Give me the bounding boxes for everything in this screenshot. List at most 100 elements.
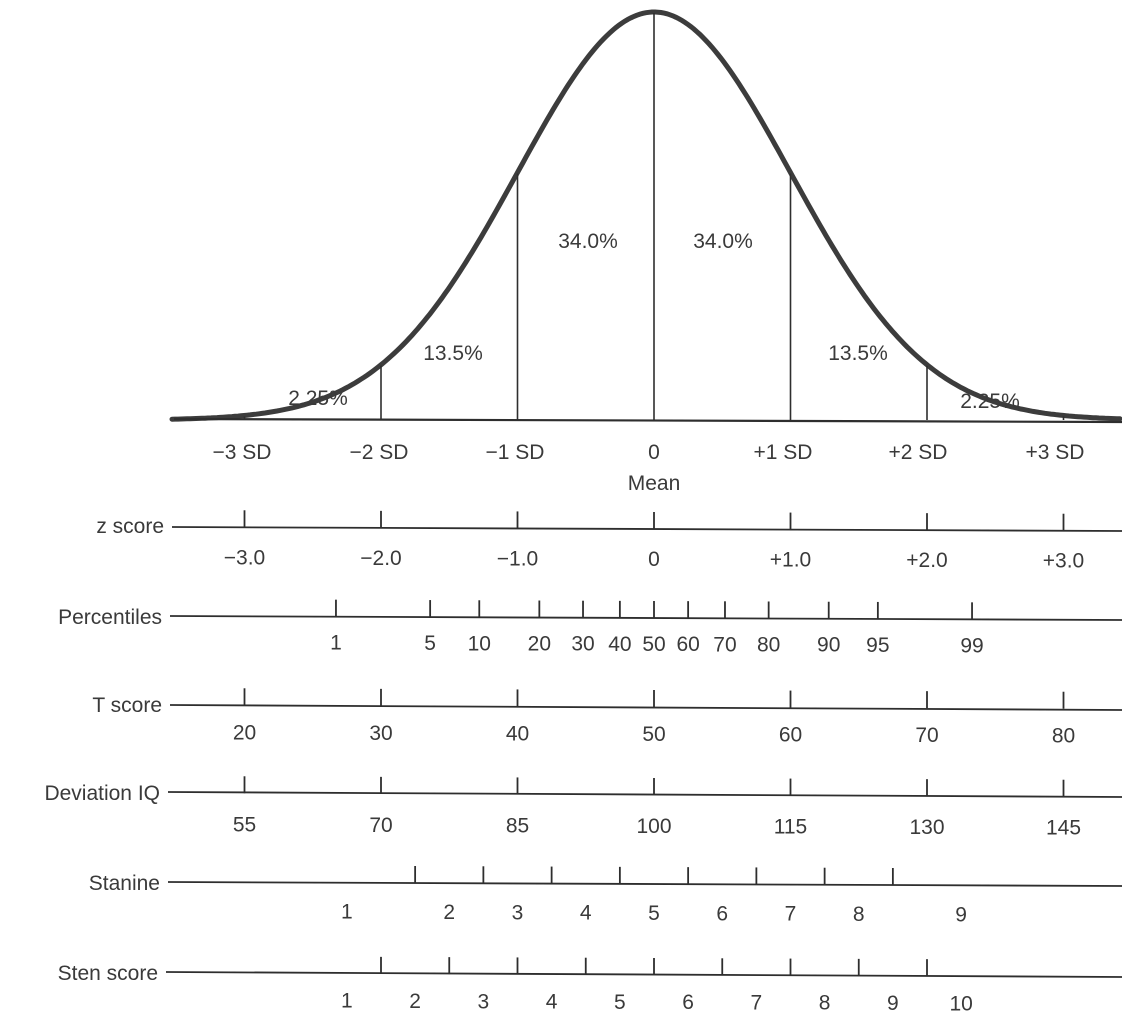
scale-stanine: Stanine 1 2 3 4 5 6 7 8 9 (89, 865, 1122, 927)
scale-tick-label: +1.0 (770, 549, 811, 572)
scale-ticks-sten-score (380, 956, 928, 977)
scale-tick-label: 55 (233, 813, 256, 836)
region-label-left-tail: 2.25% (288, 387, 348, 410)
scale-tick-label: 40 (506, 722, 529, 745)
region-label-right-mid: 13.5% (828, 342, 888, 365)
sd-label-minus-2: −2 SD (350, 441, 409, 464)
scale-tick-label: 0 (648, 548, 660, 571)
bell-curve-group: 2.25% 13.5% 34.0% 34.0% 13.5% 2.25% −3 S… (169, 9, 1122, 495)
scale-tick-label: −2.0 (360, 547, 401, 570)
scale-tick-label: +2.0 (906, 549, 947, 572)
scale-name-deviation-iq: Deviation IQ (44, 782, 160, 805)
scale-tick-label: 130 (909, 816, 944, 839)
scale-tick-label: 40 (608, 633, 631, 656)
scale-labels-z-score: −3.0 −2.0 −1.0 0 +1.0 +2.0 +3.0 (224, 546, 1084, 572)
scale-line-t-score (169, 704, 1122, 711)
scale-tick-label: 50 (642, 633, 665, 656)
sd-label-plus-3: +3 SD (1026, 441, 1085, 464)
scale-tick-label: 70 (915, 724, 938, 747)
sd-label-zero: 0 (648, 441, 660, 464)
scale-tick-label: 85 (506, 814, 529, 837)
scale-tick-label: 10 (949, 992, 972, 1015)
scale-name-stanine: Stanine (89, 872, 160, 895)
scale-tick-label: 70 (713, 633, 736, 656)
scale-tick-label: 9 (887, 992, 899, 1015)
scale-tick-label: 70 (369, 814, 392, 837)
scale-tick-label: 5 (648, 902, 660, 925)
scale-ticks-percentiles (335, 599, 973, 620)
scale-tick-label: 6 (716, 902, 728, 925)
scale-tick-label: −1.0 (497, 547, 538, 570)
scale-t-score: T score 20 30 40 50 60 70 80 (92, 688, 1122, 748)
scale-name-sten-score: Sten score (58, 962, 158, 985)
scale-tick-label: 4 (580, 902, 592, 925)
sd-label-plus-2: +2 SD (889, 441, 948, 464)
scale-tick-label: 115 (774, 816, 807, 839)
scale-line-deviation-iq (167, 791, 1122, 798)
scale-tick-label: 1 (341, 901, 353, 924)
scale-tick-label: 8 (853, 903, 865, 926)
scale-name-z-score: z score (96, 515, 164, 538)
scale-labels-deviation-iq: 55 70 85 100 115 130 145 (233, 813, 1081, 839)
scale-tick-label: 100 (636, 815, 671, 838)
scale-tick-label: 5 (424, 632, 436, 655)
sd-label-minus-3: −3 SD (213, 441, 272, 464)
sd-divider-lines (243, 13, 1065, 420)
scale-labels-sten-score: 1 2 3 4 5 6 7 8 9 10 (341, 990, 973, 1016)
scale-tick-label: −3.0 (224, 546, 265, 569)
scale-ticks-stanine (414, 865, 894, 886)
scale-tick-label: 1 (330, 632, 342, 655)
scale-tick-label: 7 (751, 991, 763, 1014)
scale-tick-label: 3 (512, 901, 524, 924)
scale-tick-label: 20 (233, 721, 256, 744)
scale-tick-label: 2 (443, 901, 455, 924)
scale-name-percentiles: Percentiles (58, 606, 162, 629)
region-label-right-tail: 2.25% (960, 390, 1020, 413)
scale-deviation-iq: Deviation IQ 55 70 85 100 115 130 145 (44, 776, 1122, 840)
scale-ticks-deviation-iq (243, 776, 1065, 797)
scale-ticks-z-score (243, 510, 1065, 531)
scale-tick-label: 4 (546, 991, 558, 1014)
scale-ticks-t-score (243, 688, 1065, 709)
scale-tick-label: 145 (1046, 817, 1081, 840)
region-label-right-center: 34.0% (693, 230, 753, 253)
curve-baseline (173, 417, 1122, 424)
sd-label-plus-1: +1 SD (754, 441, 813, 464)
scale-tick-label: 3 (478, 990, 490, 1013)
scale-tick-label: 30 (369, 722, 392, 745)
scale-tick-label: +3.0 (1043, 550, 1084, 573)
scale-labels-percentiles: 1 5 10 20 30 40 50 60 70 80 90 95 99 (330, 632, 984, 658)
scale-tick-label: 99 (960, 634, 983, 657)
scale-tick-label: 5 (614, 991, 626, 1014)
scale-tick-label: 30 (571, 633, 594, 656)
scale-labels-stanine: 1 2 3 4 5 6 7 8 9 (341, 901, 967, 927)
scale-tick-label: 80 (1052, 725, 1075, 748)
scale-tick-label: 7 (785, 903, 797, 926)
sd-label-minus-1: −1 SD (486, 441, 545, 464)
scale-tick-label: 9 (955, 903, 967, 926)
scale-labels-t-score: 20 30 40 50 60 70 80 (233, 721, 1075, 747)
scale-tick-label: 20 (528, 633, 551, 656)
scale-tick-label: 6 (682, 991, 694, 1014)
bell-curve (169, 9, 1122, 422)
scale-sten-score: Sten score 1 2 3 4 5 6 7 8 9 10 (58, 956, 1122, 1016)
scale-tick-label: 60 (779, 724, 802, 747)
scale-z-score: z score −3.0 −2.0 −1.0 0 +1.0 +2.0 +3.0 (96, 510, 1122, 573)
scale-line-sten-score (165, 971, 1122, 978)
scale-tick-label: 50 (642, 723, 665, 746)
scale-tick-label: 1 (341, 990, 353, 1013)
scale-tick-label: 80 (757, 633, 780, 656)
scale-percentiles: Percentiles 1 5 10 20 30 40 50 60 70 80 90 95 99 (58, 599, 1122, 658)
scale-tick-label: 60 (676, 633, 699, 656)
scale-name-t-score: T score (92, 694, 162, 717)
mean-label: Mean (628, 472, 681, 495)
scale-tick-label: 10 (468, 632, 491, 655)
scale-tick-label: 2 (409, 990, 421, 1013)
scale-tick-label: 90 (817, 634, 840, 657)
scale-tick-label: 95 (866, 634, 889, 657)
scale-line-stanine (167, 881, 1122, 887)
region-label-left-mid: 13.5% (423, 342, 483, 365)
region-label-left-center: 34.0% (558, 230, 618, 253)
scale-line-z-score (171, 526, 1122, 532)
